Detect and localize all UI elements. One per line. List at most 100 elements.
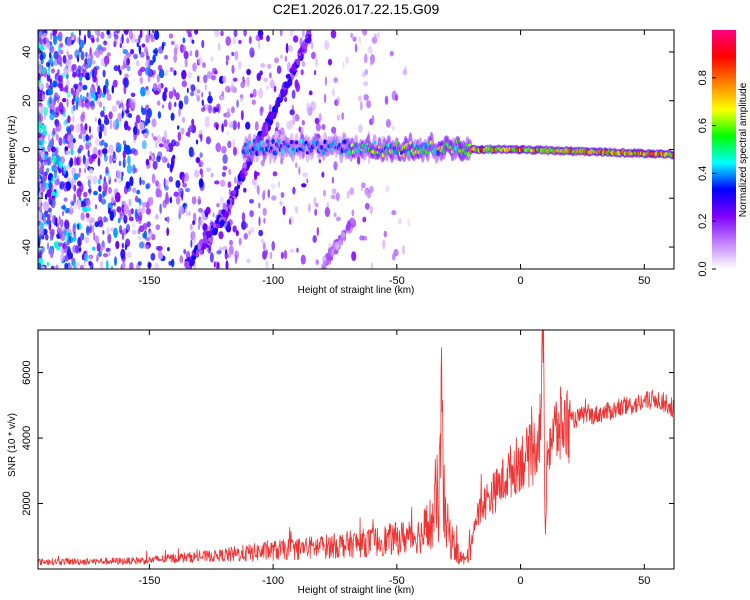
spectrogram-speckle [254,170,258,181]
spectrogram-speckle [98,149,101,156]
spectrogram-speckle [117,64,121,73]
spectrogram-speckle [183,95,189,105]
spectrogram-speckle [167,162,170,169]
spectrogram-speckle [64,262,69,269]
spectrogram-speckle [225,55,230,61]
spectrogram-speckle [286,120,291,130]
spectrogram-speckle [138,212,143,221]
spectrogram-track-core [372,140,377,145]
spectrogram-speckle [164,185,169,191]
spectrogram-speckle [142,201,147,208]
spectrogram-speckle [130,48,135,55]
spectrogram-speckle [199,217,204,227]
spectrogram-speckle [102,69,106,78]
spectrogram-speckle [191,196,197,205]
spectrogram-speckle [206,71,212,79]
spectrogram-speckle [139,51,145,58]
colorbar-tick-label: 0.0 [697,261,709,276]
spectrogram-x-tick-label: 0 [518,275,524,287]
spectrogram-speckle [192,62,197,72]
spectrogram-speckle [78,167,82,174]
spectrogram-speckle [274,57,279,64]
spectrogram-speckle [310,51,316,60]
spectrogram-speckle [40,138,46,144]
spectrogram-content [38,30,674,269]
spectrogram-trace-blob [222,211,229,218]
spectrogram-speckle [268,104,272,112]
spectrogram-speckle [241,220,247,230]
spectrogram-speckle [205,206,211,215]
spectrogram-speckle [158,68,165,79]
spectrogram-speckle [222,154,228,164]
spectrogram-speckle [156,140,159,148]
spectrogram-speckle [103,40,108,46]
spectrogram-speckle [62,55,67,64]
spectrogram-speckle [64,229,67,236]
spectrogram-speckle [197,75,200,83]
spectrogram-speckle [238,61,242,70]
spectrogram-speckle [102,253,109,258]
spectrogram-speckle [292,35,299,43]
spectrogram-speckle [269,79,275,89]
spectrogram-speckle [136,60,140,67]
spectrogram-speckle [57,69,60,78]
spectrogram-speckle [78,85,84,91]
spectrogram-speckle [54,178,60,186]
spectrogram-speckle [57,75,63,83]
spectrogram-speckle [177,187,181,192]
spectrogram-speckle [83,134,85,143]
spectrogram-speckle [157,83,162,90]
spectrogram-speckle [223,119,228,128]
spectrogram-speckle [366,100,372,109]
spectrogram-speckle [359,101,363,111]
spectrogram-speckle [313,196,317,207]
spectrogram-speckle [404,65,407,74]
spectrogram-speckle [306,178,309,184]
spectrogram-speckle [222,75,227,83]
spectrogram-speckle [269,72,272,79]
spectrogram-speckle [251,99,256,105]
spectrogram-speckle [53,59,57,66]
spectrogram-speckle [40,176,43,183]
spectrogram-speckle [352,36,357,42]
spectrogram-speckle [54,119,60,128]
spectrogram-speckle [78,155,82,166]
spectrogram-speckle [56,93,59,98]
spectrogram-speckle [138,241,144,249]
spectrogram-speckle [137,236,143,241]
spectrogram-speckle [175,180,181,188]
spectrogram-speckle [294,206,299,214]
spectrogram-speckle [236,99,239,108]
spectrogram-speckle [194,30,199,35]
spectrogram-speckle [120,248,126,260]
spectrogram-speckle [74,156,77,167]
spectrogram-speckle [178,107,181,117]
spectrogram-y-ticks: -40 -20 0 20 40 [21,46,674,255]
spectrogram-speckle [66,36,72,47]
spectrogram-speckle [191,118,195,126]
spectrogram-speckle [154,47,159,57]
spectrogram-speckle [262,190,266,196]
spectrogram-speckle [91,68,95,79]
spectrogram-track-core [468,143,472,147]
spectrogram-speckle [57,98,60,103]
spectrogram-speckle [170,112,175,121]
spectrogram-speckle [82,206,88,213]
spectrogram-speckle [125,145,131,155]
spectrogram-speckle [155,213,159,220]
spectrogram-speckle [363,94,369,101]
spectrogram-trace-blob [261,131,266,138]
spectrogram-speckle [392,125,395,131]
spectrogram-speckle [55,217,58,227]
spectrogram-speckle [154,30,160,41]
spectrogram-speckle [77,223,80,230]
spectrogram-speckle [94,117,98,123]
spectrogram-speckle [144,46,148,55]
spectrogram-trace-blob [199,239,203,247]
spectrogram-speckle [135,114,141,124]
spectrogram-speckle [104,142,108,148]
spectrogram-speckle [84,252,89,262]
spectrogram-speckle [178,205,184,215]
spectrogram-speckle [38,114,42,122]
spectrogram-speckle [93,232,96,241]
